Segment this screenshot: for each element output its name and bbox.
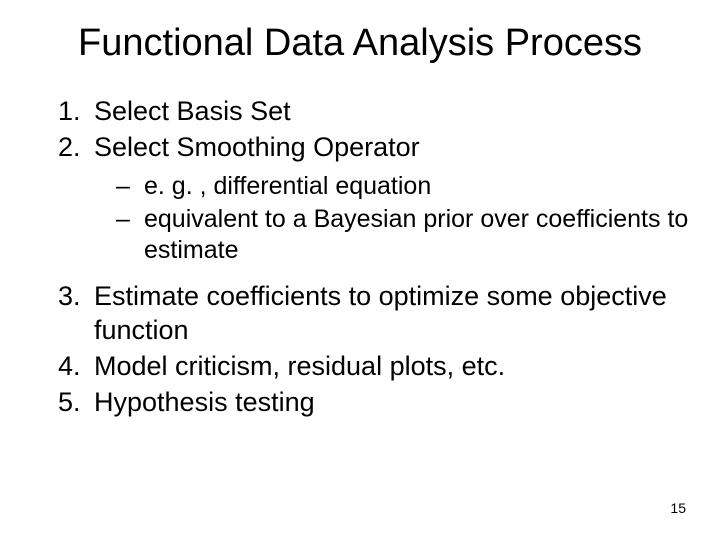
sub-list-item: e. g. , differential equation (116, 171, 690, 202)
list-item: Hypothesis testing (88, 386, 690, 420)
slide: Functional Data Analysis Process Select … (0, 0, 720, 540)
slide-title: Functional Data Analysis Process (0, 22, 720, 65)
list-item: Select Basis Set (88, 95, 690, 129)
list-item: Model criticism, residual plots, etc. (88, 350, 690, 384)
list-item: Estimate coefficients to optimize some o… (88, 280, 690, 348)
sub-list-item: equivalent to a Bayesian prior over coef… (116, 204, 690, 267)
slide-body: Select Basis Set Select Smoothing Operat… (40, 95, 690, 421)
page-number: 15 (670, 500, 686, 516)
list-item-text: Select Smoothing Operator (94, 132, 420, 162)
sub-list: e. g. , differential equation equivalent… (94, 171, 690, 267)
list-item: Select Smoothing Operator e. g. , differ… (88, 131, 690, 267)
main-list: Select Basis Set Select Smoothing Operat… (40, 95, 690, 419)
